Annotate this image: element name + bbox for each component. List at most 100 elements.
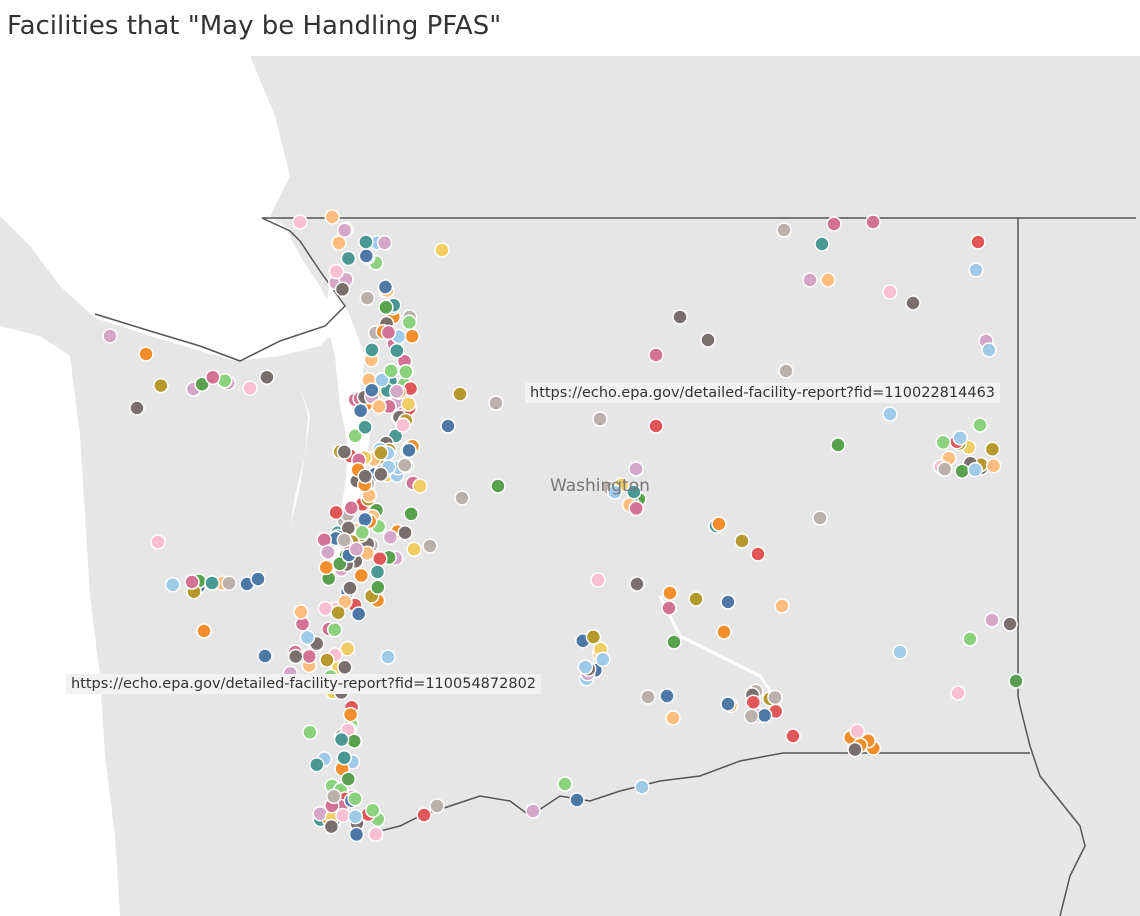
- facility-point[interactable]: [309, 756, 325, 773]
- facility-point[interactable]: [293, 604, 309, 620]
- facility-point[interactable]: [488, 395, 504, 411]
- facility-point[interactable]: [336, 749, 352, 766]
- facility-point[interactable]: [357, 511, 373, 528]
- facility-point[interactable]: [882, 284, 898, 300]
- facility-point[interactable]: [400, 396, 417, 412]
- facility-point[interactable]: [592, 411, 608, 427]
- facility-point[interactable]: [454, 490, 470, 506]
- facility-point[interactable]: [756, 707, 773, 724]
- facility-point[interactable]: [165, 577, 181, 593]
- facility-point[interactable]: [194, 376, 210, 392]
- facility-point[interactable]: [847, 741, 863, 758]
- facility-point[interactable]: [429, 798, 445, 814]
- facility-point[interactable]: [342, 706, 359, 723]
- facility-point[interactable]: [380, 649, 396, 665]
- facility-point[interactable]: [820, 272, 836, 288]
- facility-point[interactable]: [659, 688, 675, 704]
- facility-point[interactable]: [352, 402, 369, 419]
- facility-map[interactable]: Washington https://echo.epa.gov/detailed…: [0, 56, 1140, 916]
- facility-point[interactable]: [1008, 673, 1024, 689]
- facility-point[interactable]: [892, 644, 908, 660]
- facility-point[interactable]: [318, 559, 334, 576]
- facility-point[interactable]: [368, 826, 384, 843]
- facility-point[interactable]: [323, 818, 340, 835]
- map-canvas[interactable]: [0, 56, 1140, 916]
- facility-point[interactable]: [358, 248, 375, 264]
- facility-point[interactable]: [326, 788, 342, 805]
- facility-point[interactable]: [346, 733, 362, 749]
- facility-point[interactable]: [935, 434, 951, 451]
- facility-point[interactable]: [662, 585, 678, 601]
- facility-point[interactable]: [388, 383, 405, 400]
- facility-point[interactable]: [395, 417, 411, 433]
- facility-point[interactable]: [628, 461, 644, 477]
- facility-point[interactable]: [590, 572, 606, 588]
- facility-point[interactable]: [767, 689, 783, 706]
- facility-point[interactable]: [412, 478, 428, 494]
- facility-point[interactable]: [672, 309, 688, 325]
- facility-point[interactable]: [357, 419, 373, 435]
- facility-point[interactable]: [373, 466, 389, 483]
- facility-point[interactable]: [184, 574, 200, 590]
- facility-point[interactable]: [383, 363, 399, 379]
- facility-point[interactable]: [358, 234, 374, 250]
- facility-point[interactable]: [984, 612, 1000, 628]
- facility-point[interactable]: [364, 382, 380, 398]
- facility-point[interactable]: [984, 441, 1001, 457]
- facility-point[interactable]: [936, 461, 953, 477]
- facility-point[interactable]: [364, 342, 380, 358]
- facility-point[interactable]: [981, 342, 997, 358]
- facility-point[interactable]: [371, 398, 387, 415]
- facility-point[interactable]: [353, 567, 370, 584]
- facility-point[interactable]: [490, 478, 506, 494]
- facility-point[interactable]: [382, 529, 399, 545]
- facility-point[interactable]: [849, 723, 865, 740]
- facility-point[interactable]: [320, 544, 336, 560]
- facility-point[interactable]: [242, 380, 258, 396]
- facility-point[interactable]: [348, 826, 365, 843]
- facility-point[interactable]: [406, 541, 422, 558]
- facility-point[interactable]: [326, 621, 343, 638]
- facility-point[interactable]: [102, 328, 118, 344]
- facility-point[interactable]: [204, 575, 220, 591]
- facility-point[interactable]: [153, 377, 169, 394]
- facility-point[interactable]: [865, 214, 881, 230]
- facility-point[interactable]: [557, 776, 573, 792]
- facility-point[interactable]: [328, 263, 345, 280]
- facility-point[interactable]: [324, 209, 340, 225]
- facility-point[interactable]: [688, 591, 704, 607]
- facility-point[interactable]: [377, 279, 394, 295]
- facility-point[interactable]: [196, 623, 212, 639]
- facility-point[interactable]: [347, 428, 363, 444]
- facility-point[interactable]: [950, 685, 966, 701]
- facility-point[interactable]: [370, 579, 386, 596]
- facility-point[interactable]: [401, 314, 418, 331]
- facility-point[interactable]: [416, 807, 432, 823]
- facility-points[interactable]: [102, 209, 1024, 843]
- facility-point[interactable]: [774, 598, 790, 614]
- facility-point[interactable]: [301, 648, 318, 665]
- facility-point[interactable]: [720, 594, 736, 610]
- facility-point[interactable]: [607, 484, 623, 500]
- facility-point[interactable]: [374, 372, 390, 388]
- facility-point[interactable]: [711, 516, 727, 532]
- facility-point[interactable]: [640, 689, 656, 705]
- facility-point[interactable]: [440, 418, 456, 434]
- facility-point[interactable]: [138, 346, 154, 362]
- facility-point[interactable]: [720, 696, 736, 712]
- facility-point[interactable]: [389, 342, 405, 359]
- facility-point[interactable]: [354, 524, 371, 541]
- facility-point[interactable]: [129, 400, 145, 416]
- facility-point[interactable]: [250, 571, 266, 587]
- facility-point[interactable]: [287, 648, 304, 665]
- facility-point[interactable]: [328, 504, 344, 521]
- facility-point[interactable]: [347, 808, 364, 825]
- facility-point[interactable]: [962, 631, 978, 647]
- facility-point[interactable]: [595, 651, 611, 668]
- facility-point[interactable]: [347, 790, 363, 807]
- facility-point[interactable]: [330, 604, 346, 621]
- facility-point[interactable]: [569, 792, 585, 808]
- facility-point[interactable]: [302, 724, 318, 741]
- facility-point[interactable]: [150, 534, 166, 550]
- facility-point[interactable]: [985, 458, 1002, 474]
